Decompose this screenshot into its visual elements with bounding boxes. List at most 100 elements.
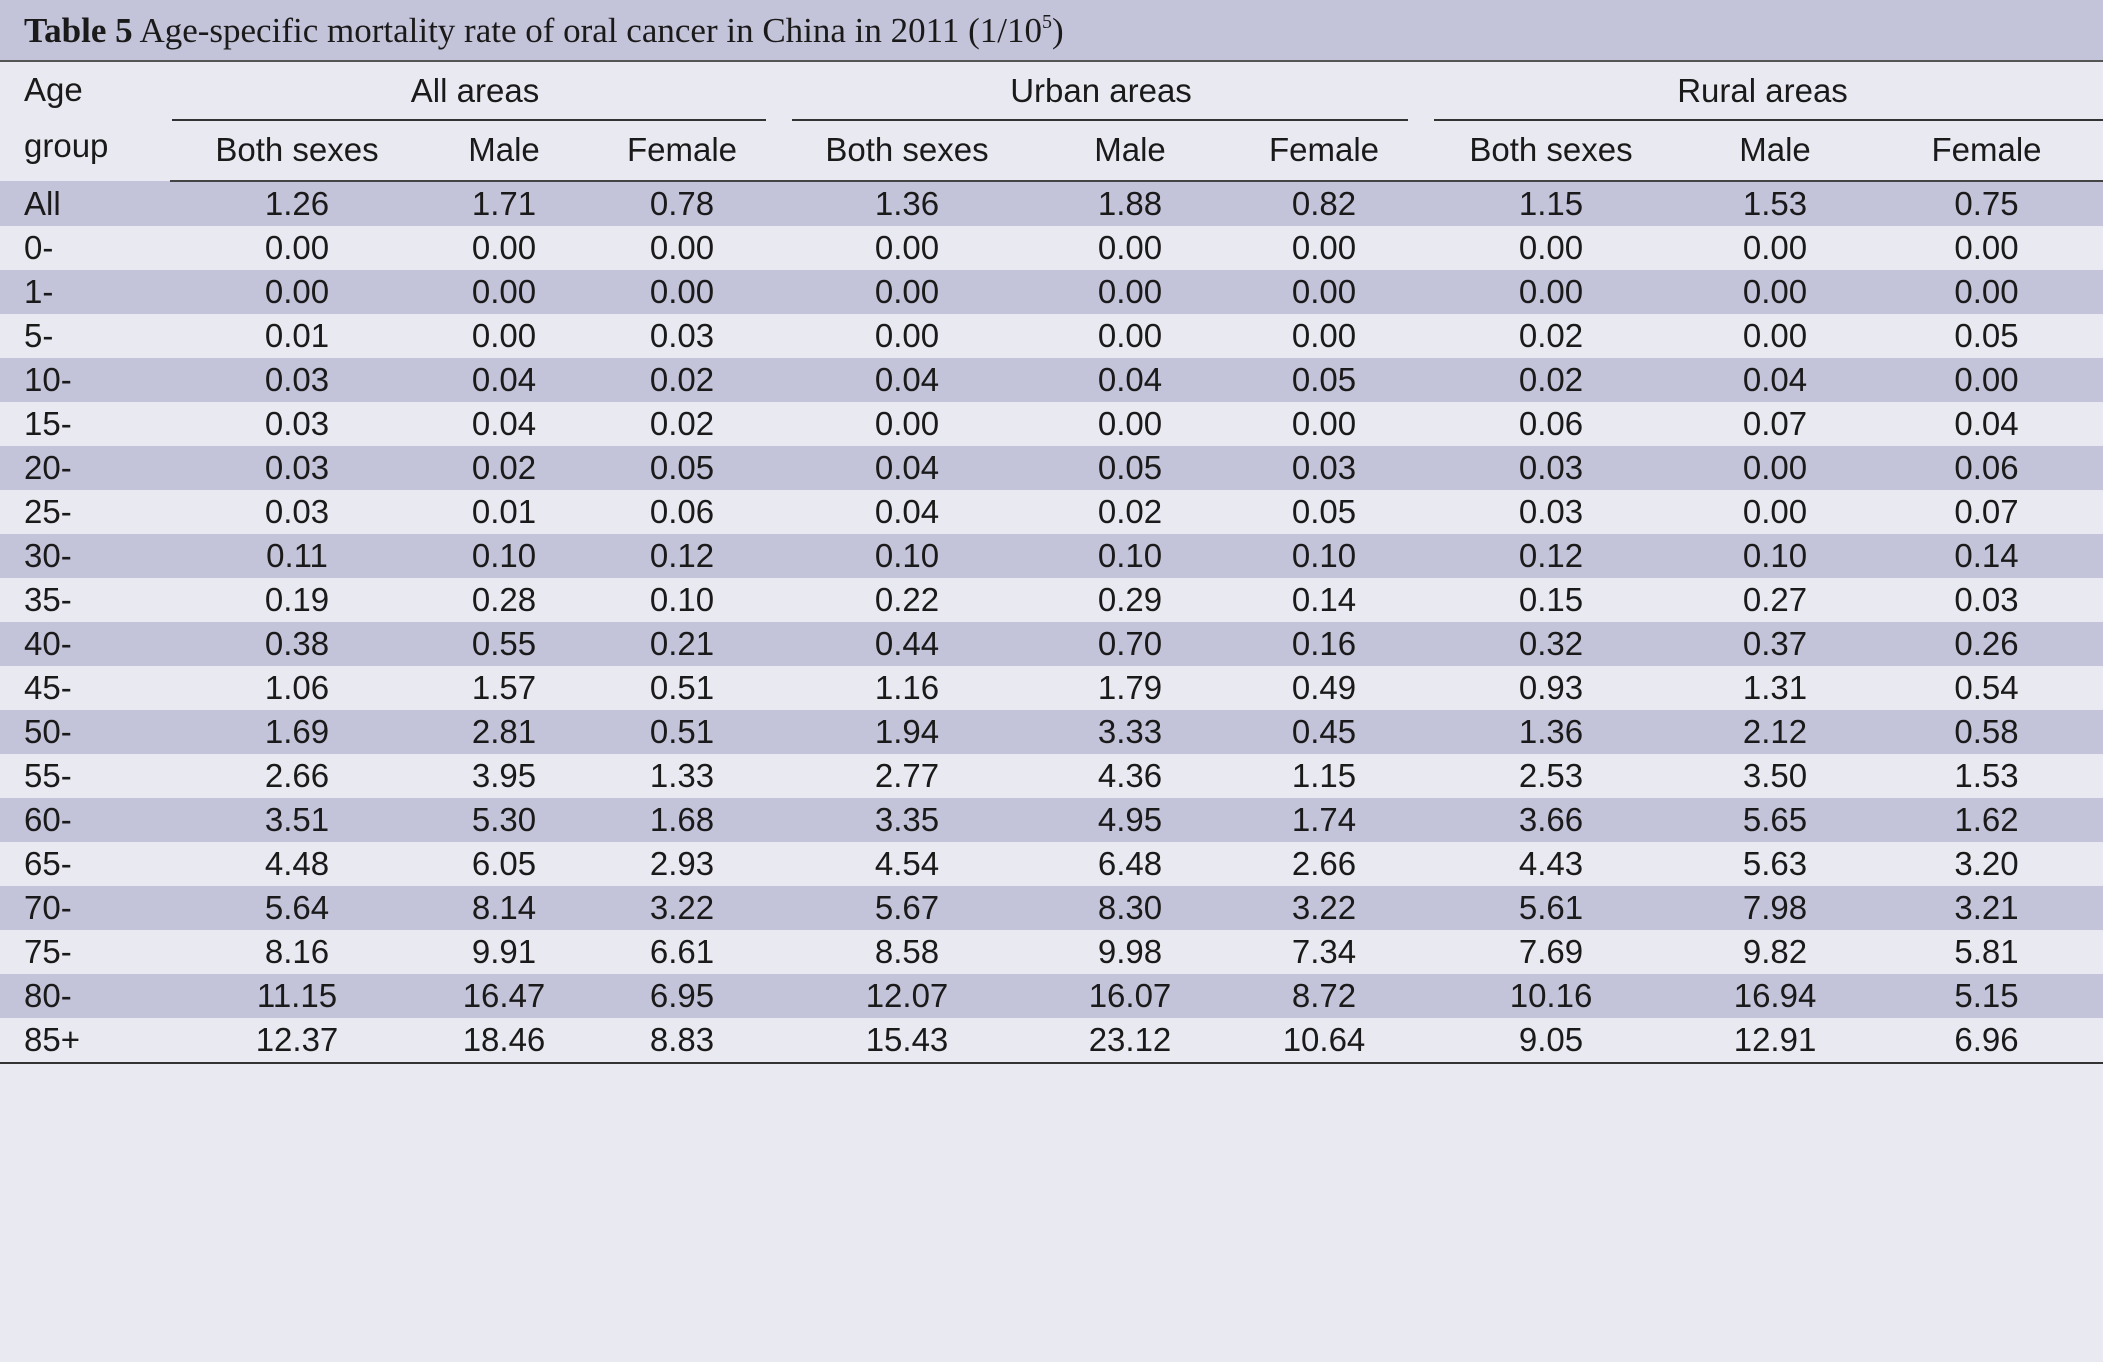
rate-cell: 0.05: [1291, 493, 1357, 530]
age-group-cell: 60-: [24, 801, 72, 838]
rate-cell: 0.51: [649, 669, 715, 706]
rate-cell: 0.00: [874, 317, 940, 354]
rate-cell: 8.83: [584, 1018, 780, 1064]
rate-cell: 12.37: [170, 1018, 424, 1064]
rate-cell: 0.10: [874, 537, 940, 574]
table-row: 55- 2.66 3.95 1.33 2.77 4.36 1.15 2.53 3.50 1.53: [0, 754, 2103, 798]
rate-cell: 0.04: [1097, 361, 1163, 398]
rate-cell: 0.00: [1291, 317, 1357, 354]
rate-cell: 5.65: [1742, 801, 1808, 838]
age-group-cell: All: [24, 184, 61, 222]
rate-cell: 0.06: [1518, 405, 1584, 442]
rate-cell: 2.77: [874, 757, 940, 794]
rate-cell: 9.82: [1742, 933, 1808, 970]
group-header-all-areas: All areas: [170, 62, 780, 121]
rate-cell: 0.51: [649, 713, 715, 750]
rate-cell: 7.69: [1518, 933, 1584, 970]
subheader-both-sexes: Both sexes: [1422, 120, 1681, 182]
table-row: 45- 1.06 1.57 0.51 1.16 1.79 0.49 0.93 1.31 0.54: [0, 666, 2103, 710]
rate-cell: 0.16: [1291, 625, 1357, 662]
rate-cell: 6.95: [649, 977, 715, 1014]
rate-cell: 0.93: [1518, 669, 1584, 706]
rate-cell: 16.07: [1088, 977, 1172, 1014]
table-label: Table 5: [24, 11, 133, 50]
rate-cell: 2.12: [1742, 713, 1808, 750]
rate-cell: 5.61: [1518, 889, 1584, 926]
rate-cell: 3.21: [1954, 889, 2019, 926]
rate-cell: 0.00: [1742, 449, 1808, 486]
rate-cell: 1.79: [1097, 669, 1163, 706]
age-group-cell: 20-: [24, 449, 72, 486]
rate-cell: 0.03: [264, 361, 330, 398]
rate-cell: 0.32: [1518, 625, 1584, 662]
rate-cell: 8.14: [471, 889, 537, 926]
table-row: 30- 0.11 0.10 0.12 0.10 0.10 0.10 0.12 0.10 0.14: [0, 534, 2103, 578]
rate-cell: 0.10: [1742, 537, 1808, 574]
rate-cell: 0.00: [1097, 273, 1163, 310]
subheader-male: Male: [1034, 120, 1226, 182]
rate-cell: 0.07: [1954, 493, 2019, 530]
rate-cell: 3.50: [1742, 757, 1808, 794]
rate-cell: 0.55: [471, 625, 537, 662]
table-row: 60- 3.51 5.30 1.68 3.35 4.95 1.74 3.66 5.65 1.62: [0, 798, 2103, 842]
age-group-cell: 85+: [0, 1018, 170, 1064]
rate-cell: 0.10: [1097, 537, 1163, 574]
rate-cell: 8.16: [264, 933, 330, 970]
rate-cell: 0.14: [1291, 581, 1357, 618]
rate-cell: 16.94: [1733, 977, 1817, 1014]
rate-cell: 4.36: [1097, 757, 1163, 794]
rate-cell: 10.16: [1509, 977, 1593, 1014]
rate-cell: 0.05: [1097, 449, 1163, 486]
rate-cell: 0.00: [1742, 229, 1808, 266]
rate-cell: 0.05: [1291, 361, 1357, 398]
subheader-both-sexes: Both sexes: [170, 120, 424, 182]
age-group-cell: 55-: [24, 757, 72, 794]
rate-cell: 0.00: [1291, 405, 1357, 442]
rate-cell: 1.36: [874, 185, 940, 222]
age-group-cell: 0-: [24, 229, 54, 266]
rate-cell: 10.64: [1226, 1018, 1423, 1064]
group-underline: [792, 119, 1409, 121]
rate-cell: 0.44: [874, 625, 940, 662]
subheader-female: Female: [1870, 120, 2103, 182]
rate-cell: 5.15: [1954, 977, 2019, 1014]
rate-cell: 7.34: [1291, 933, 1357, 970]
rate-cell: 0.00: [471, 317, 537, 354]
age-group-cell: 65-: [24, 845, 72, 882]
rate-cell: 0.00: [1291, 229, 1357, 266]
age-group-header: Age group: [0, 62, 170, 181]
rate-cell: 0.02: [1518, 317, 1584, 354]
rate-cell: 2.66: [1291, 845, 1357, 882]
header-row-sexes: Both sexes Male Female Both sexes Male F…: [0, 120, 2103, 182]
rate-cell: 0.05: [649, 449, 715, 486]
rate-cell: 0.75: [1954, 185, 2019, 222]
rate-cell: 8.30: [1097, 889, 1163, 926]
table-caption: Table 5 Age-specific mortality rate of o…: [0, 0, 2103, 62]
rate-cell: 8.72: [1291, 977, 1357, 1014]
age-group-cell: 70-: [24, 889, 72, 926]
rate-cell: 0.00: [264, 229, 330, 266]
rate-cell: 0.11: [266, 537, 328, 574]
age-group-cell: 25-: [24, 493, 72, 530]
rate-cell: 1.53: [1742, 185, 1808, 222]
rate-cell: 0.26: [1954, 625, 2019, 662]
subheader-both-sexes: Both sexes: [780, 120, 1034, 182]
group-header-urban-areas: Urban areas: [780, 62, 1422, 121]
group-underline: [1434, 119, 2103, 121]
rate-cell: 0.03: [264, 493, 330, 530]
rate-cell: 0.00: [874, 405, 940, 442]
rate-cell: 0.04: [471, 361, 537, 398]
rate-cell: 0.00: [649, 229, 715, 266]
header-row-groups: Age group All areas Urban areas Rural ar…: [0, 62, 2103, 164]
mortality-table: Age group All areas Urban areas Rural ar…: [0, 62, 2103, 1064]
rate-cell: 0.14: [1954, 537, 2019, 574]
table-row: 80- 11.15 16.47 6.95 12.07 16.07 8.72 10.16 16.9…: [0, 974, 2103, 1018]
rate-cell: 0.03: [1954, 581, 2019, 618]
rate-cell: 0.04: [471, 405, 537, 442]
rate-cell: 0.00: [1097, 229, 1163, 266]
rate-cell: 0.00: [874, 273, 940, 310]
age-group-cell: 35-: [24, 581, 72, 618]
age-header-line1: Age: [24, 71, 83, 108]
title-close: ): [1052, 11, 1064, 50]
